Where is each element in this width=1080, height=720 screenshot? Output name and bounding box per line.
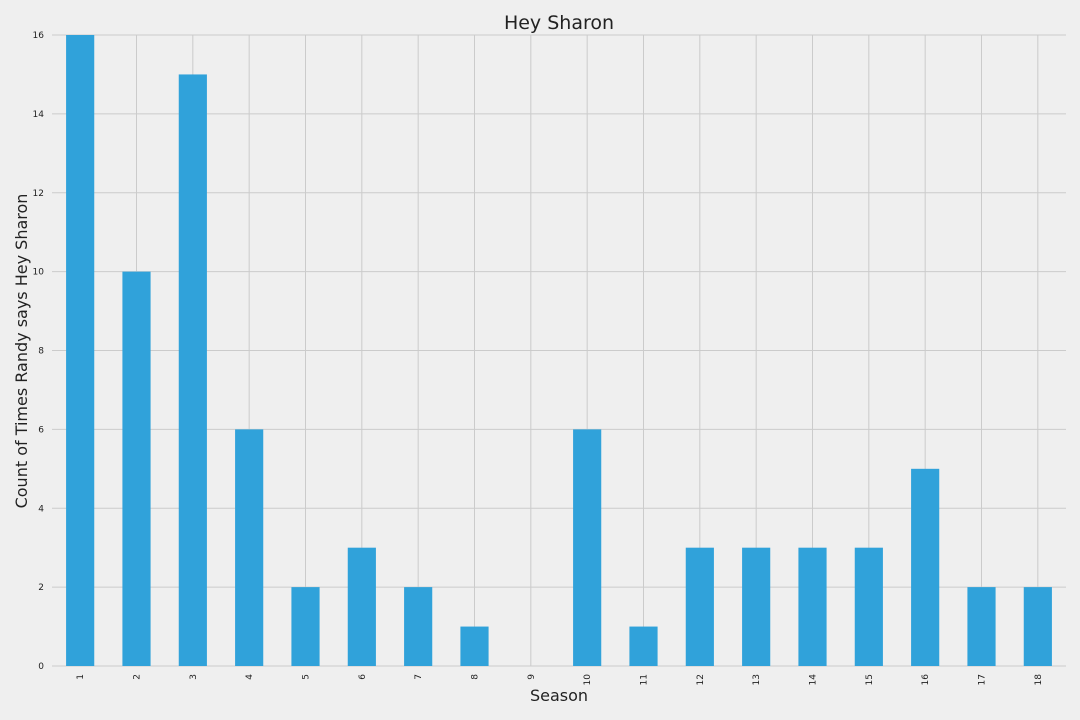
bar-season-11 [629, 626, 658, 666]
bar-season-14 [798, 547, 827, 666]
x-tick-label: 1 [76, 674, 86, 680]
x-tick-label: 8 [471, 674, 481, 680]
bar-season-10 [573, 429, 602, 666]
x-axis-ticks: 1 2 3 4 5 6 7 8 9 10 11 12 13 14 15 16 17 18 [76, 674, 1044, 686]
x-tick-label: 17 [978, 674, 988, 685]
bar-season-8 [460, 626, 489, 666]
x-axis-label: Season [530, 686, 588, 705]
y-tick-label: 6 [38, 425, 44, 435]
x-tick-label: 6 [358, 674, 368, 680]
x-tick-label: 16 [921, 674, 931, 686]
x-tick-label: 12 [696, 674, 706, 685]
bar-season-16 [911, 468, 940, 666]
y-tick-label: 4 [38, 504, 44, 514]
bar-season-17 [967, 587, 996, 666]
x-tick-label: 2 [133, 674, 143, 680]
y-tick-label: 16 [33, 31, 45, 41]
y-tick-label: 8 [38, 347, 44, 357]
x-tick-label: 11 [640, 674, 650, 685]
y-tick-label: 2 [38, 583, 44, 593]
bar-season-13 [742, 547, 771, 666]
x-tick-label: 5 [302, 674, 312, 680]
bars [66, 35, 1052, 666]
bar-season-1 [66, 35, 95, 666]
x-tick-label: 10 [583, 674, 593, 686]
y-axis-label: Count of Times Randy says Hey Sharon [12, 194, 31, 509]
y-tick-label: 0 [38, 662, 44, 672]
bar-season-15 [854, 547, 883, 666]
bar-season-5 [291, 587, 320, 666]
y-tick-label: 10 [33, 268, 45, 278]
x-tick-label: 7 [414, 674, 424, 680]
bar-season-6 [347, 547, 376, 666]
x-tick-label: 14 [809, 674, 819, 686]
x-tick-label: 15 [865, 674, 875, 685]
x-tick-label: 3 [189, 674, 199, 680]
x-tick-label: 9 [527, 674, 537, 680]
x-tick-label: 18 [1034, 674, 1044, 686]
bar-season-7 [404, 587, 433, 666]
y-axis-ticks: 0 2 4 6 8 10 12 14 16 [33, 31, 45, 672]
chart-title: Hey Sharon [504, 12, 614, 34]
bar-season-18 [1023, 587, 1052, 666]
bar-season-2 [122, 271, 151, 666]
x-tick-label: 4 [245, 674, 255, 680]
bar-season-4 [235, 429, 264, 666]
bar-season-12 [685, 547, 714, 666]
y-tick-label: 14 [33, 110, 45, 120]
bar-season-3 [178, 74, 207, 666]
y-tick-label: 12 [33, 189, 44, 199]
x-tick-label: 13 [752, 674, 762, 685]
